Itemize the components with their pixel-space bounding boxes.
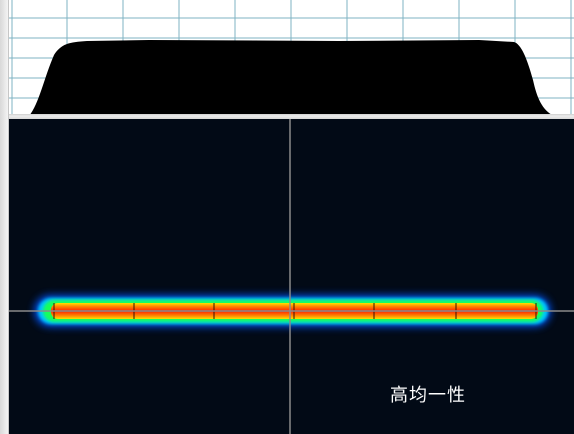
profile-panel [9,0,574,116]
uniformity-caption: 高均一性 [390,385,466,406]
left-rail [0,0,9,434]
panel-separator [9,114,574,119]
crosshair-icon [9,119,574,434]
profile-curve-icon [29,40,554,116]
beam-image-panel: 高均一性 [9,119,574,434]
beam-image [9,119,574,434]
profile-chart [9,0,574,116]
